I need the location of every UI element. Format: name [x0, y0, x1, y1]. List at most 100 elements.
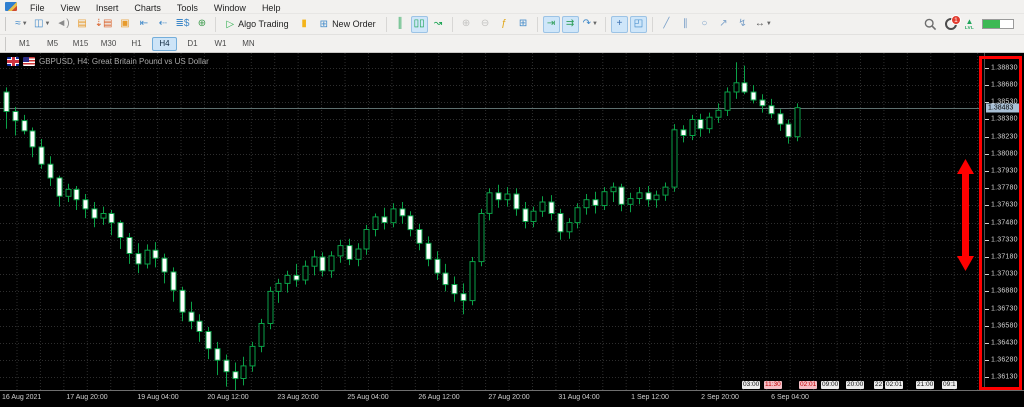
bar-spacing-icon[interactable]: ↔ ▼ — [753, 16, 774, 33]
connection-toggle[interactable] — [982, 19, 1014, 29]
indicators-icon[interactable]: ƒ — [496, 16, 513, 33]
timeframe-button-h1[interactable]: H1 — [131, 39, 142, 48]
time-axis-label: 2 Sep 20:00 — [701, 394, 739, 401]
event-time-label: 02:01 — [885, 381, 904, 389]
timeframe-bar: M1 M5 M15 M30 H1 H4 D1 W1 MN — [0, 35, 1024, 53]
chart-title: GBPUSD, H4: Great Britain Pound vs US Do… — [39, 57, 209, 66]
notifications-icon[interactable]: 1 — [944, 15, 961, 30]
menu-item-charts[interactable]: Charts — [134, 2, 161, 13]
level-up-arrow-icon: ▲ — [965, 16, 974, 26]
time-axis[interactable]: 16 Aug 2021 17 Aug 20:00 19 Aug 04:00 20 Au… — [0, 390, 1024, 407]
grid-lines — [0, 53, 982, 390]
timeframe-button-m30[interactable]: M30 — [100, 39, 117, 48]
menu-item-help[interactable]: Help — [261, 2, 281, 13]
scroll-to-end-icon-glyph: ⇥ — [546, 18, 556, 29]
highlight-marker-icon[interactable]: ▮ — [296, 16, 313, 33]
time-axis-label: 19 Aug 04:00 — [137, 394, 179, 401]
gann-fan-icon[interactable]: ↗ — [715, 16, 732, 33]
time-axis-label: 26 Aug 12:00 — [418, 394, 460, 401]
menu-item-window[interactable]: Window — [213, 2, 246, 13]
grid-cells-icon[interactable]: ⊞ — [515, 16, 532, 33]
candlestick-chart-icon[interactable]: ▯▯ — [410, 15, 428, 33]
algo-trading-button[interactable]: ▷ Algo Trading — [220, 15, 294, 33]
price-axis-label: 1.37330 — [991, 236, 1018, 244]
market-globe-icon[interactable]: ⊕ — [193, 16, 210, 33]
zoom-in-icon-glyph: ⊕ — [461, 18, 471, 29]
price-axis-label: 1.37780 — [991, 184, 1018, 192]
event-time-label: 21:00 — [916, 381, 935, 389]
timeframe-button-m5[interactable]: M5 — [46, 39, 59, 48]
data-window-icon-glyph: ◰ — [633, 18, 644, 29]
price-axis[interactable]: 1.38483 1.38830 1.38680 1.38530 1.38380 1.38… — [984, 53, 1024, 390]
toolbar-right-group: 1 ▲ LVL — [924, 15, 1024, 31]
timeframe-button-m1[interactable]: M1 — [18, 39, 31, 48]
event-time-label: 03:00 — [742, 381, 761, 389]
sound-alerts-icon-glyph: ◄) — [56, 18, 70, 29]
price-axis-label: 1.36880 — [991, 287, 1018, 295]
bar-spacing-icon-glyph: ↔ — [754, 18, 765, 29]
level-indicator-icon[interactable]: ▲ LVL — [965, 16, 974, 31]
price-axis-tick — [985, 102, 989, 104]
shapes-ellipse-icon[interactable]: ○ — [696, 16, 713, 33]
data-window-icon[interactable]: ◰ — [629, 15, 647, 33]
trendline-icon[interactable]: ╱ — [658, 16, 675, 33]
price-axis-label: 1.38230 — [991, 133, 1018, 141]
current-price-tag: 1.38483 — [986, 103, 1022, 113]
download-history-icon-glyph: ⇣▤ — [94, 18, 113, 29]
crosshair-icon[interactable]: + — [610, 15, 628, 33]
sound-alerts-icon[interactable]: ◄) — [54, 16, 71, 33]
bars-chart-icon[interactable]: ║ — [392, 16, 409, 33]
collapse-panels-icon-glyph: ⇠ — [158, 18, 168, 29]
chart-profiles-icon[interactable]: ◫ ▼ — [32, 16, 52, 33]
auto-scroll-icon[interactable]: ⇉ — [561, 15, 579, 33]
menu-item-insert[interactable]: Insert — [95, 2, 119, 13]
event-time-label: 09:00 — [821, 381, 840, 389]
dock-navigator-icon[interactable]: ⇤ — [135, 16, 152, 33]
price-axis-label: 1.36280 — [991, 356, 1018, 364]
time-axis-label: 25 Aug 04:00 — [347, 394, 389, 401]
scroll-to-end-icon[interactable]: ⇥ — [542, 15, 560, 33]
arrow-objects-icon[interactable]: ↯ — [734, 16, 751, 33]
timeframe-button-h4[interactable]: H4 — [152, 36, 177, 51]
timeframe-button-w1[interactable]: W1 — [214, 39, 227, 48]
timeframe-button-mn[interactable]: MN — [242, 39, 255, 48]
timeframe-bar-grip[interactable] — [5, 36, 8, 51]
price-axis-tick — [985, 291, 989, 293]
price-axis-tick — [985, 377, 989, 379]
price-axis-label: 1.36130 — [991, 373, 1018, 381]
price-axis-tick — [985, 171, 989, 173]
chart-window[interactable]: GBPUSD, H4: Great Britain Pound vs US Do… — [0, 53, 1024, 407]
price-axis-tick — [985, 205, 989, 207]
menu-item-view[interactable]: View — [60, 2, 80, 13]
channel-icon[interactable]: ∥ — [677, 16, 694, 33]
price-axis-tick — [985, 119, 989, 121]
zoom-out-icon[interactable]: ⊖ — [477, 16, 494, 33]
download-history-icon[interactable]: ⇣▤ — [93, 16, 115, 33]
dropdown-caret-icon: ▼ — [44, 21, 51, 27]
algo-trading-button-glyph-icon: ▷ — [226, 18, 235, 30]
line-chart-icon[interactable]: ↝ — [430, 16, 447, 33]
time-axis-label: 20 Aug 12:00 — [207, 394, 249, 401]
economic-calendar-icon[interactable]: ▤ — [74, 16, 91, 33]
new-order-button[interactable]: ⊞ New Order — [314, 15, 382, 33]
menu-item-file[interactable]: File — [30, 2, 45, 13]
new-chart-icon[interactable]: ≈ ▼ — [13, 16, 30, 33]
dock-navigator-icon-glyph: ⇤ — [139, 18, 149, 29]
timeframe-button-d1[interactable]: D1 — [187, 39, 198, 48]
price-axis-label: 1.36730 — [991, 305, 1018, 313]
search-icon[interactable] — [924, 18, 937, 31]
market-globe-icon-glyph: ⊕ — [197, 18, 207, 29]
price-axis-tick — [985, 360, 989, 362]
timeframe-button-m15[interactable]: M15 — [72, 39, 89, 48]
gbp-flag-icon — [7, 57, 19, 66]
price-axis-label: 1.37480 — [991, 219, 1018, 227]
zoom-in-icon[interactable]: ⊕ — [458, 16, 475, 33]
candlestick-chart[interactable] — [0, 53, 982, 390]
menu-item-tools[interactable]: Tools — [176, 2, 198, 13]
toolbox-icon[interactable]: ▣ — [116, 16, 133, 33]
toolbar-grip[interactable] — [5, 17, 8, 31]
accounts-server-icon[interactable]: ≣$ — [173, 16, 191, 33]
collapse-panels-icon[interactable]: ⇠ — [154, 16, 171, 33]
indicators-icon-glyph: ƒ — [501, 18, 507, 29]
chart-shift-icon[interactable]: ↷ ▼ — [581, 16, 600, 33]
